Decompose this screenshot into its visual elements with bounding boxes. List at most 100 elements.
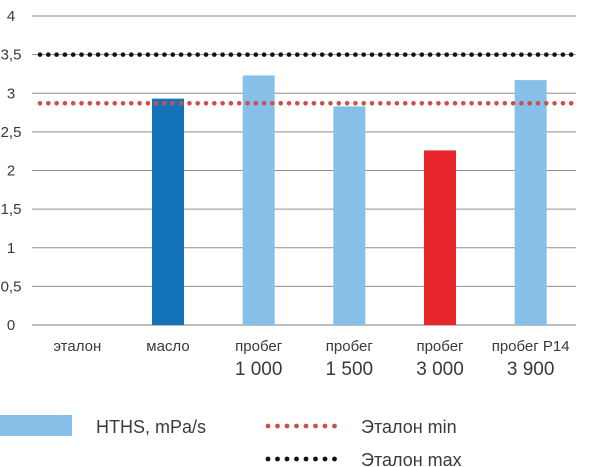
dot: [203, 100, 209, 106]
dot: [369, 100, 375, 106]
dot: [284, 423, 290, 429]
dot: [402, 52, 408, 57]
reference-line: [37, 100, 574, 106]
dot: [419, 100, 425, 106]
dot: [245, 52, 250, 57]
dot: [236, 52, 242, 57]
legend-label: HTHS, mPa/s: [96, 417, 206, 437]
dot: [322, 456, 328, 462]
dot: [195, 52, 200, 57]
dot: [129, 100, 134, 106]
dot: [527, 100, 532, 106]
dot: [228, 100, 234, 106]
dot: [112, 100, 117, 106]
dot: [153, 52, 159, 57]
category-sublabel: 3 900: [507, 359, 555, 380]
dot: [294, 456, 299, 462]
category-sublabel: 1 500: [326, 359, 374, 380]
dot: [311, 100, 317, 106]
dot: [129, 52, 134, 57]
dot: [461, 52, 466, 57]
dot: [427, 52, 433, 57]
dot: [284, 456, 290, 462]
dot: [485, 52, 491, 57]
dot: [568, 100, 574, 106]
dot: [527, 52, 532, 57]
dot: [178, 52, 184, 57]
dot: [275, 423, 280, 429]
y-tick-label: 2: [7, 163, 15, 180]
dot: [394, 52, 400, 57]
dot: [236, 100, 242, 106]
y-tick-label: 1: [7, 240, 15, 257]
dot: [286, 100, 292, 106]
dot: [552, 52, 557, 57]
dot: [452, 52, 458, 57]
dot: [452, 100, 458, 106]
y-tick-label: 2,5: [1, 124, 22, 141]
dot: [95, 52, 101, 57]
dot: [195, 100, 200, 106]
dot: [162, 100, 167, 106]
dot: [220, 52, 225, 57]
dot: [510, 100, 516, 106]
gridlines: [32, 15, 576, 326]
dot: [178, 100, 184, 106]
dot: [79, 52, 84, 57]
dot: [336, 100, 342, 106]
dot: [46, 52, 51, 57]
dot: [145, 100, 151, 106]
dot: [568, 52, 574, 57]
category-sublabel: 1 000: [235, 359, 283, 380]
category-sublabel: 3 000: [416, 359, 464, 380]
dot: [54, 100, 59, 106]
dot: [319, 100, 325, 106]
legend-swatch-bar: [0, 415, 72, 436]
dot: [332, 423, 337, 429]
dot: [386, 100, 391, 106]
dot: [137, 52, 142, 57]
dot: [278, 52, 284, 57]
dot: [519, 100, 524, 106]
dot: [477, 100, 483, 106]
dot: [275, 456, 280, 462]
dot: [427, 100, 433, 106]
dot: [444, 52, 450, 57]
dot: [444, 100, 450, 106]
dot: [477, 52, 483, 57]
dot: [402, 100, 408, 106]
dot: [502, 100, 508, 106]
dot: [485, 100, 491, 106]
dot: [361, 100, 367, 106]
dot: [544, 100, 549, 106]
dot: [394, 100, 400, 106]
dot: [212, 52, 217, 57]
dot: [145, 52, 151, 57]
dot: [137, 100, 142, 106]
dot: [535, 100, 541, 106]
dot: [386, 52, 391, 57]
dot: [270, 100, 275, 106]
y-axis-ticks: 0 0,5 1 1,5 2 2,5 3 3,5 4: [1, 8, 22, 334]
dot: [322, 423, 328, 429]
bars: [152, 75, 547, 326]
bar: [242, 75, 275, 325]
dot: [469, 52, 474, 57]
category-label: пробег: [416, 338, 464, 355]
dot: [378, 100, 383, 106]
dot: [253, 100, 259, 106]
legend-swatch-dotted: [265, 423, 337, 429]
legend-label: Эталон min: [361, 417, 457, 437]
reference-lines: [37, 52, 574, 106]
dot: [70, 100, 76, 106]
dot: [353, 100, 358, 106]
reference-line: [37, 52, 574, 57]
dot: [79, 100, 84, 106]
dot: [361, 52, 367, 57]
y-tick-label: 1,5: [1, 201, 22, 218]
dot: [245, 100, 250, 106]
dot: [62, 52, 68, 57]
dot: [411, 100, 416, 106]
category-label: пробег: [326, 338, 374, 355]
category-label: пробег Р14: [492, 338, 570, 355]
